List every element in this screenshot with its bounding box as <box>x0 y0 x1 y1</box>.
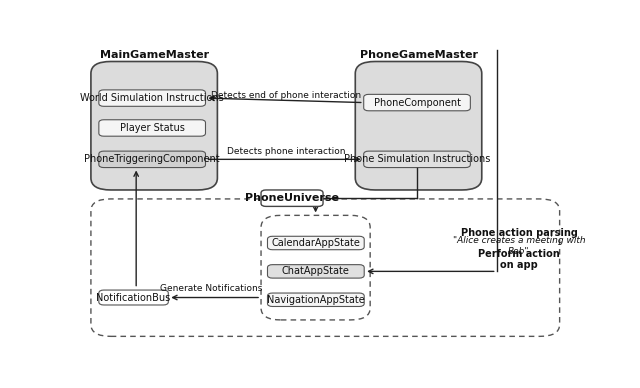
FancyBboxPatch shape <box>364 151 470 168</box>
Text: PhoneGameMaster: PhoneGameMaster <box>360 50 477 60</box>
Text: MainGameMaster: MainGameMaster <box>100 50 209 60</box>
FancyBboxPatch shape <box>91 61 218 190</box>
Text: World Simulation Instructions: World Simulation Instructions <box>80 93 224 103</box>
Text: NotificationBus: NotificationBus <box>97 293 171 303</box>
FancyBboxPatch shape <box>268 236 364 250</box>
FancyBboxPatch shape <box>99 90 205 106</box>
Text: Phone Simulation Instructions: Phone Simulation Instructions <box>344 154 490 165</box>
FancyBboxPatch shape <box>99 290 168 305</box>
FancyBboxPatch shape <box>99 151 205 168</box>
FancyBboxPatch shape <box>99 120 205 136</box>
Text: Perform action
on app: Perform action on app <box>478 249 560 270</box>
Text: Phone action parsing: Phone action parsing <box>461 227 577 237</box>
Text: ChatAppState: ChatAppState <box>282 267 350 276</box>
Text: Player Status: Player Status <box>120 123 184 133</box>
Text: Detects phone interaction: Detects phone interaction <box>227 147 345 156</box>
Text: PhoneTriggeringComponent: PhoneTriggeringComponent <box>84 154 220 165</box>
Text: NavigationAppState: NavigationAppState <box>267 295 365 305</box>
Text: Detects end of phone interaction: Detects end of phone interaction <box>211 91 361 100</box>
Text: PhoneComponent: PhoneComponent <box>374 97 461 107</box>
FancyBboxPatch shape <box>355 61 482 190</box>
Text: CalendarAppState: CalendarAppState <box>271 238 360 248</box>
Text: Generate Notifications: Generate Notifications <box>160 284 262 293</box>
Text: PhoneUniverse: PhoneUniverse <box>245 193 339 203</box>
FancyBboxPatch shape <box>268 265 364 278</box>
Text: "Alice creates a meeting with
Bob": "Alice creates a meeting with Bob" <box>452 236 585 256</box>
FancyBboxPatch shape <box>261 190 323 206</box>
FancyBboxPatch shape <box>364 94 470 111</box>
FancyBboxPatch shape <box>268 293 364 307</box>
